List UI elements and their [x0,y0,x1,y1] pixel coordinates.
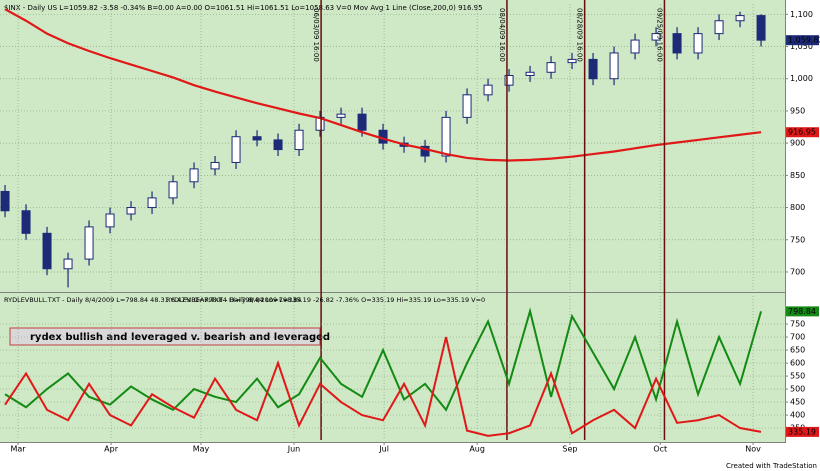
moving-average-line [4,8,762,162]
candle-body [231,136,241,163]
y-tick-label: 700 [790,333,805,342]
annotation: rydex bullish and leveraged v. bearish a… [30,332,330,343]
candle-body [357,113,367,131]
legend-entry: RYDLEVBEAR.TXT - Daily 8/4/2009 L=335.19… [166,296,485,304]
y-tick-label: 500 [790,385,805,394]
candle-body [84,226,94,260]
y-tick-label: 400 [790,411,805,420]
last-value-label: 916.95 [788,128,816,137]
candle-body [462,94,472,118]
last-value-label: 335.19 [788,427,816,436]
candle-body [21,210,31,234]
x-tick-label: Aug [469,445,485,454]
y-tick-label: 550 [790,372,805,381]
candle-body [441,116,451,157]
y-tick-label: 450 [790,398,805,407]
last-value-box [786,35,819,46]
y-tick-label: 850 [790,171,805,180]
candle-body [735,15,745,22]
candle-body [168,181,178,199]
candle-body [714,20,724,35]
annotation-box [9,327,321,346]
candle-body [567,58,577,64]
last-value-box [786,306,819,317]
candle-body [63,258,73,270]
x-tick-label: Oct [653,445,667,454]
legend-entry: RYDLEVBULL.TXT - Daily 8/4/2009 L=798.84… [4,296,302,304]
candle-body [252,136,262,141]
candle-body [672,33,682,54]
candle-body [756,15,766,41]
chart-title: $INX - Daily US L=1059.82 -3.58 -0.34% B… [4,4,483,12]
candle-body [420,145,430,157]
x-tick-label: Jun [287,445,301,454]
y-tick-label: 800 [790,203,805,212]
x-tick-label: May [193,445,210,454]
y-tick-label: 1,000 [790,74,813,83]
candle-body [105,213,115,228]
plot-background [0,0,786,442]
candle-body [147,197,157,209]
series-line [4,336,762,437]
candle-body [0,190,10,212]
y-tick-label: 700 [790,267,805,276]
y-tick-label: 750 [790,235,805,244]
candle-body [483,84,493,96]
x-tick-label: Apr [104,445,119,454]
candle-body [126,207,136,215]
candle-body [42,232,52,270]
event-label: 09/25/09 16:00 [655,8,663,62]
candle-body [693,33,703,54]
candle-body [525,71,535,77]
y-tick-label: 750 [790,320,805,329]
y-tick-label: 650 [790,346,805,355]
candle-body [588,58,598,80]
last-value-label: 1,059.82 [788,36,820,45]
y-tick-label: 950 [790,106,805,115]
candle-body [651,33,661,41]
last-value-box [786,426,819,437]
y-tick-label: 900 [790,139,805,148]
last-value-box [786,127,819,138]
candle-body [546,62,556,73]
x-tick-label: Sep [562,445,577,454]
x-tick-label: Jul [378,445,389,454]
x-tick-label: Nov [745,445,761,454]
series-line [4,307,763,412]
x-tick-label: Mar [11,445,27,454]
candle-body [294,129,304,151]
y-tick-label: 600 [790,359,805,368]
event-label: 08/04/09 16:00 [498,8,506,62]
footer: Created with TradeStation [726,462,817,470]
candle-body [273,139,283,151]
axis-background [786,0,820,471]
candle-body [336,113,346,118]
last-value-label: 798.84 [788,307,816,316]
y-tick-label: 1,100 [790,10,813,19]
event-label: 08/28/09 16:00 [576,8,584,62]
candle-body [504,75,514,86]
candle-body [210,161,220,170]
candle-body [609,52,619,80]
candle-body [189,168,199,183]
candle-body [630,39,640,54]
event-label: 06/03/09 16:00 [312,8,320,62]
y-tick-label: 1,050 [790,42,813,51]
